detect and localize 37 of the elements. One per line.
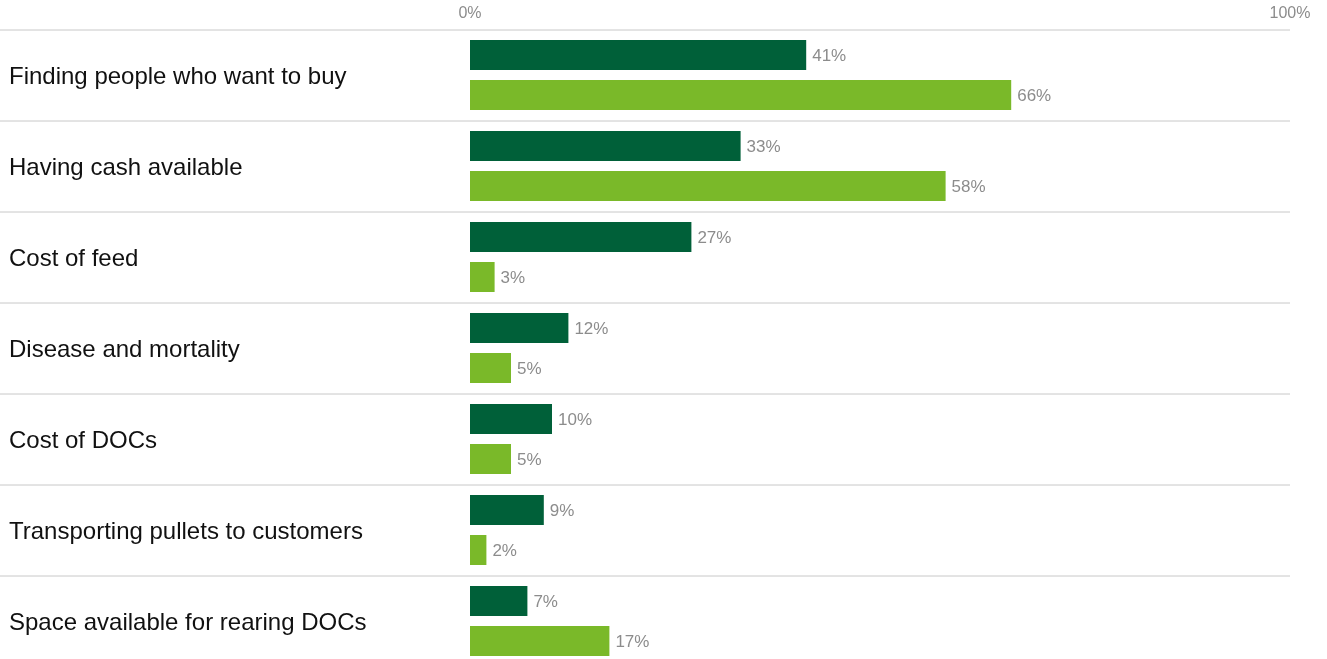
data-label: 5% [517, 358, 542, 378]
data-label: 33% [746, 136, 781, 156]
bar [470, 171, 946, 201]
bar [470, 586, 528, 616]
bar [470, 626, 610, 656]
bar [470, 131, 741, 161]
y-tick-label: Cost of DOCs [9, 425, 158, 453]
data-label: 17% [615, 631, 650, 651]
bar [470, 535, 487, 565]
y-tick-label: Cost of feed [9, 243, 139, 271]
bar [470, 222, 692, 252]
data-label: 9% [549, 500, 575, 520]
bar [470, 313, 569, 343]
data-label: 7% [533, 591, 558, 611]
data-label: 12% [574, 318, 609, 338]
bar [470, 404, 552, 434]
bar [470, 353, 511, 383]
data-label: 2% [492, 540, 517, 560]
y-tick-label: Finding people who want to buy [9, 61, 347, 89]
x-tick-label: 100% [1269, 4, 1311, 21]
bar [470, 495, 544, 525]
y-tick-label: Disease and mortality [9, 334, 240, 362]
bar [470, 40, 807, 70]
data-label: 3% [500, 267, 526, 287]
data-label: 58% [951, 176, 986, 196]
data-label: 41% [812, 45, 847, 65]
x-tick-label: 0% [458, 4, 482, 21]
data-label: 66% [1017, 85, 1052, 105]
bar [470, 80, 1012, 110]
data-label: 27% [697, 227, 732, 247]
bar [470, 444, 511, 474]
y-tick-label: Having cash available [9, 152, 243, 180]
y-tick-label: Space available for rearing DOCs [9, 607, 367, 635]
y-tick-label: Transporting pullets to customers [9, 516, 363, 544]
bar [470, 262, 495, 292]
data-label: 5% [517, 449, 542, 469]
data-label: 10% [558, 409, 593, 429]
